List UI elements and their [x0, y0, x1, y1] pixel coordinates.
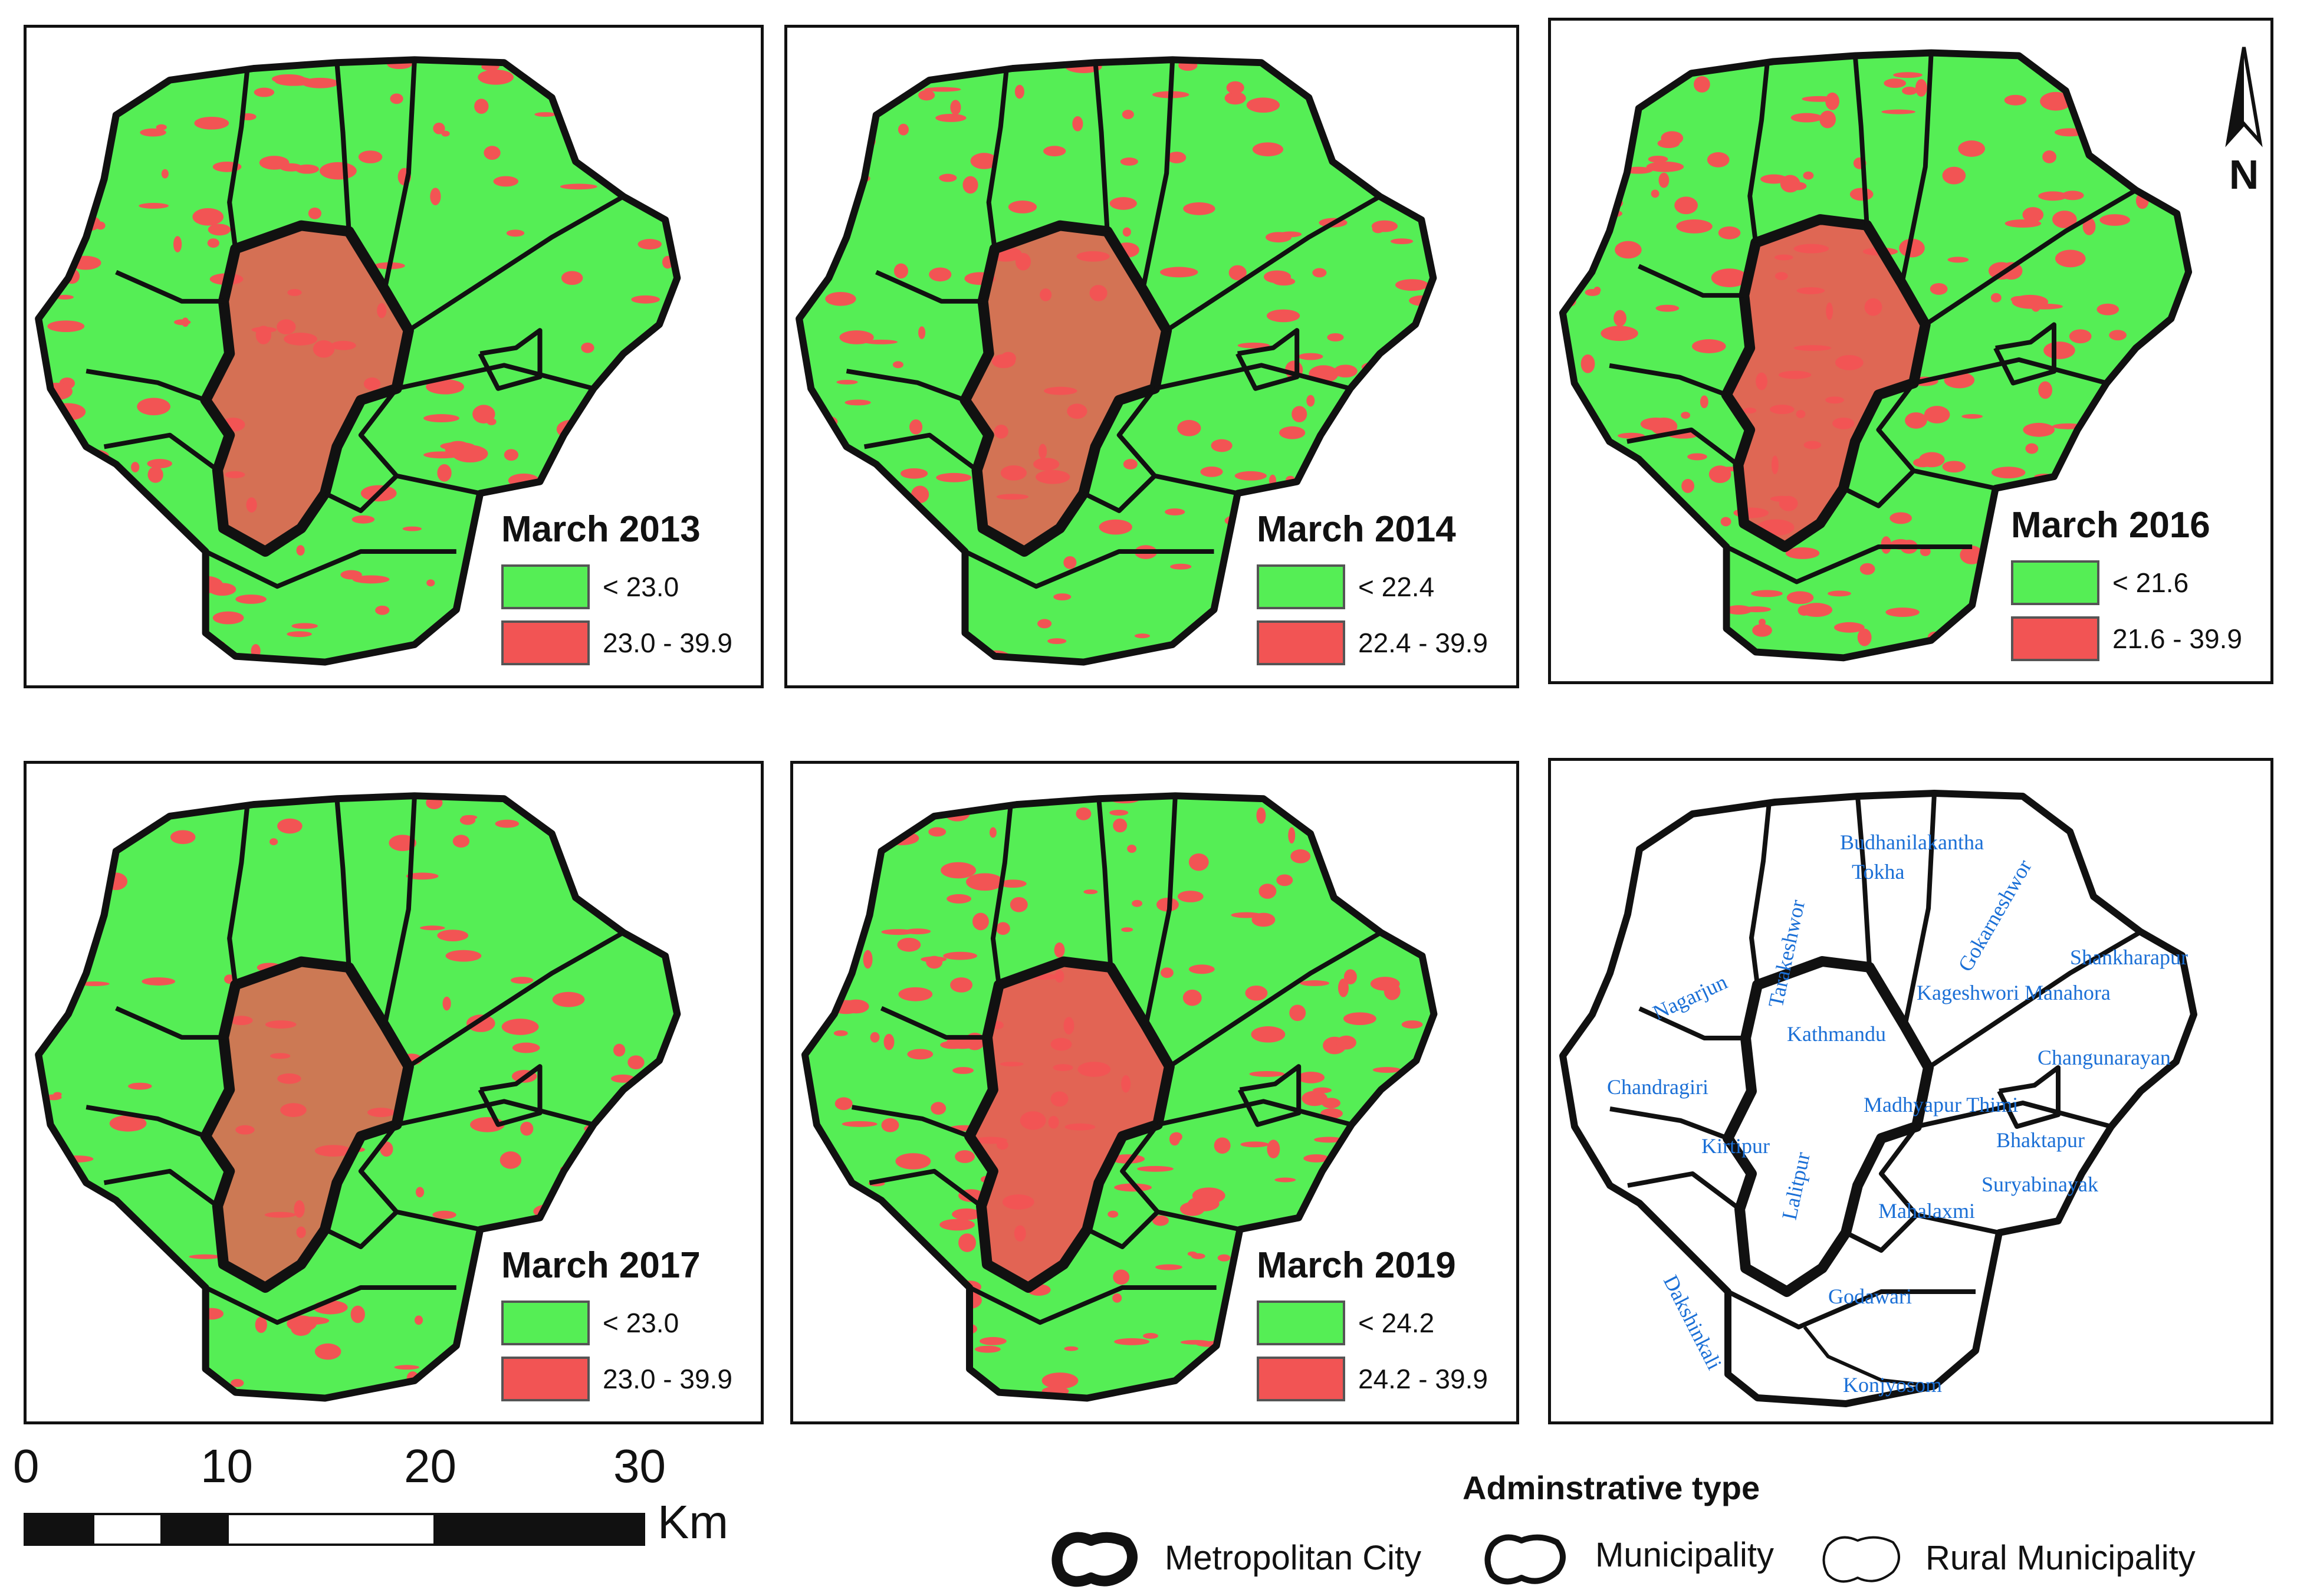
map-title: March 2013 — [501, 509, 701, 550]
legend-row-low: < 23.0 — [501, 1301, 679, 1345]
lst-map — [35, 56, 681, 666]
legend-label-low: < 24.2 — [1358, 1308, 1435, 1338]
legend-label-low: < 23.0 — [603, 1308, 679, 1338]
map-title: March 2017 — [501, 1245, 701, 1286]
legend-swatch-high — [1257, 620, 1345, 665]
map-panel-2013: March 2013 < 23.0 23.0 - 39.9 — [24, 25, 764, 688]
map-panel-2014: March 2014 < 22.4 22.4 - 39.9 — [784, 25, 1519, 688]
label-bhaktapur: Bhaktapur — [1996, 1128, 2085, 1152]
label-kageshwori-manahora: Kageshwori Manahora — [1917, 981, 2111, 1004]
map-legend: March 2017 < 23.0 23.0 - 39.9 — [501, 1244, 755, 1421]
scale-unit: Km — [658, 1496, 728, 1548]
legend-label-low: < 22.4 — [1358, 572, 1435, 602]
legend-swatch-low — [1257, 1301, 1345, 1345]
reference-map: Tarakeshwor Budhanilakantha Tokha Gokarn… — [1559, 790, 2197, 1407]
label-shankharapur: Shankharapur — [2070, 945, 2188, 969]
north-arrow-icon: N — [2225, 47, 2263, 198]
rural-municipality-label: Rural Municipality — [1925, 1539, 2196, 1577]
legend-label-high: 24.2 - 39.9 — [1358, 1364, 1488, 1394]
label-dakshinkali: Dakshinkali — [1659, 1271, 1727, 1373]
label-madhyapur-thimi: Madhyapur Thimi — [1864, 1093, 2018, 1116]
legend-label-high: 23.0 - 39.9 — [603, 1364, 732, 1394]
legend-row-low: < 22.4 — [1257, 564, 1434, 609]
label-kirtipur: Kirtipur — [1701, 1134, 1770, 1158]
label-nagarjun: Nagarjun — [1649, 970, 1730, 1024]
map-panel-2017: March 2017 < 23.0 23.0 - 39.9 — [24, 761, 764, 1424]
lst-map — [35, 792, 681, 1402]
legend-row-high: 23.0 - 39.9 — [501, 620, 732, 665]
reference-map-panel: Tarakeshwor Budhanilakantha Tokha Gokarn… — [1548, 758, 2273, 1424]
lst-map — [1559, 49, 2193, 662]
legend-swatch-low — [501, 564, 590, 609]
map-legend: March 2016 < 21.6 21.6 - 39.9 — [2011, 504, 2265, 681]
map-legend: March 2013 < 23.0 23.0 - 39.9 — [501, 508, 755, 685]
legend-label-high: 22.4 - 39.9 — [1358, 628, 1488, 658]
map-legend: March 2014 < 22.4 22.4 - 39.9 — [1257, 508, 1510, 685]
label-konjyosom: Konjyosom — [1843, 1373, 1942, 1397]
map-panel-2016: March 2016 < 21.6 21.6 - 39.9 — [1548, 18, 2273, 684]
lst-map — [796, 56, 1437, 666]
label-suryabinayak: Suryabinayak — [1981, 1173, 2098, 1196]
lst-map — [801, 792, 1438, 1402]
label-chandragiri: Chandragiri — [1607, 1075, 1708, 1099]
metropolitan-city-label: Metropolitan City — [1165, 1539, 1422, 1577]
scale-tick-30: 30 — [613, 1440, 666, 1492]
municipal-boundaries — [35, 792, 681, 1402]
label-gokarneshwor: Gokarneshwor — [1953, 855, 2036, 976]
boundaries — [1559, 790, 2197, 1407]
legend-label-low: < 23.0 — [603, 572, 679, 602]
legend-row-high: 22.4 - 39.9 — [1257, 620, 1488, 665]
map-panel-2019: March 2019 < 24.2 24.2 - 39.9 — [790, 761, 1519, 1424]
label-tokha: Tokha — [1852, 860, 1904, 884]
municipal-boundaries — [35, 56, 681, 666]
label-budhanilakantha: Budhanilakantha — [1840, 830, 1984, 854]
legend-swatch-high — [1257, 1357, 1345, 1401]
legend-swatch-low — [501, 1301, 590, 1345]
map-title: March 2019 — [1257, 1245, 1456, 1286]
label-changunarayan: Changunarayan — [2038, 1046, 2171, 1069]
label-kathmandu: Kathmandu — [1787, 1022, 1886, 1046]
legend-row-low: < 21.6 — [2011, 560, 2188, 605]
label-mahalaxmi: Mahalaxmi — [1878, 1199, 1975, 1223]
municipal-boundaries — [801, 792, 1438, 1402]
municipality-label: Municipality — [1595, 1536, 1774, 1574]
municipal-boundaries — [796, 56, 1437, 666]
legend-swatch-low — [2011, 560, 2099, 605]
scale-tick-20: 20 — [404, 1440, 456, 1492]
legend-label-high: 23.0 - 39.9 — [603, 628, 732, 658]
legend-row-high: 23.0 - 39.9 — [501, 1357, 732, 1401]
map-title: March 2016 — [2011, 505, 2210, 546]
legend-swatch-high — [501, 620, 590, 665]
rural-municipality-symbol — [1822, 1536, 1900, 1583]
legend-swatch-high — [501, 1357, 590, 1401]
municipal-boundaries — [1559, 49, 2193, 662]
map-legend: March 2019 < 24.2 24.2 - 39.9 — [1257, 1244, 1510, 1421]
legend-swatch-low — [1257, 564, 1345, 609]
municipality-symbol — [1484, 1534, 1566, 1585]
legend-row-high: 24.2 - 39.9 — [1257, 1357, 1488, 1401]
municipality-labels: Tarakeshwor Budhanilakantha Tokha Gokarn… — [1607, 830, 2188, 1397]
label-godawari: Godawari — [1828, 1285, 1912, 1308]
label-tarakeshwor: Tarakeshwor — [1764, 898, 1810, 1010]
legend-row-low: < 23.0 — [501, 564, 679, 609]
north-label: N — [2229, 152, 2259, 198]
scale-tick-10: 10 — [201, 1440, 253, 1492]
label-lalitpur: Lalitpur — [1777, 1150, 1815, 1222]
legend-row-high: 21.6 - 39.9 — [2011, 616, 2242, 661]
legend-row-low: < 24.2 — [1257, 1301, 1434, 1345]
metropolitan-city-symbol — [1051, 1532, 1138, 1587]
scale-tick-0: 0 — [13, 1440, 40, 1492]
admin-legend-title: Adminstrative type — [1463, 1469, 1760, 1506]
map-title: March 2014 — [1257, 509, 1456, 550]
legend-label-high: 21.6 - 39.9 — [2112, 623, 2242, 654]
legend-label-low: < 21.6 — [2112, 567, 2189, 598]
legend-swatch-high — [2011, 616, 2099, 661]
